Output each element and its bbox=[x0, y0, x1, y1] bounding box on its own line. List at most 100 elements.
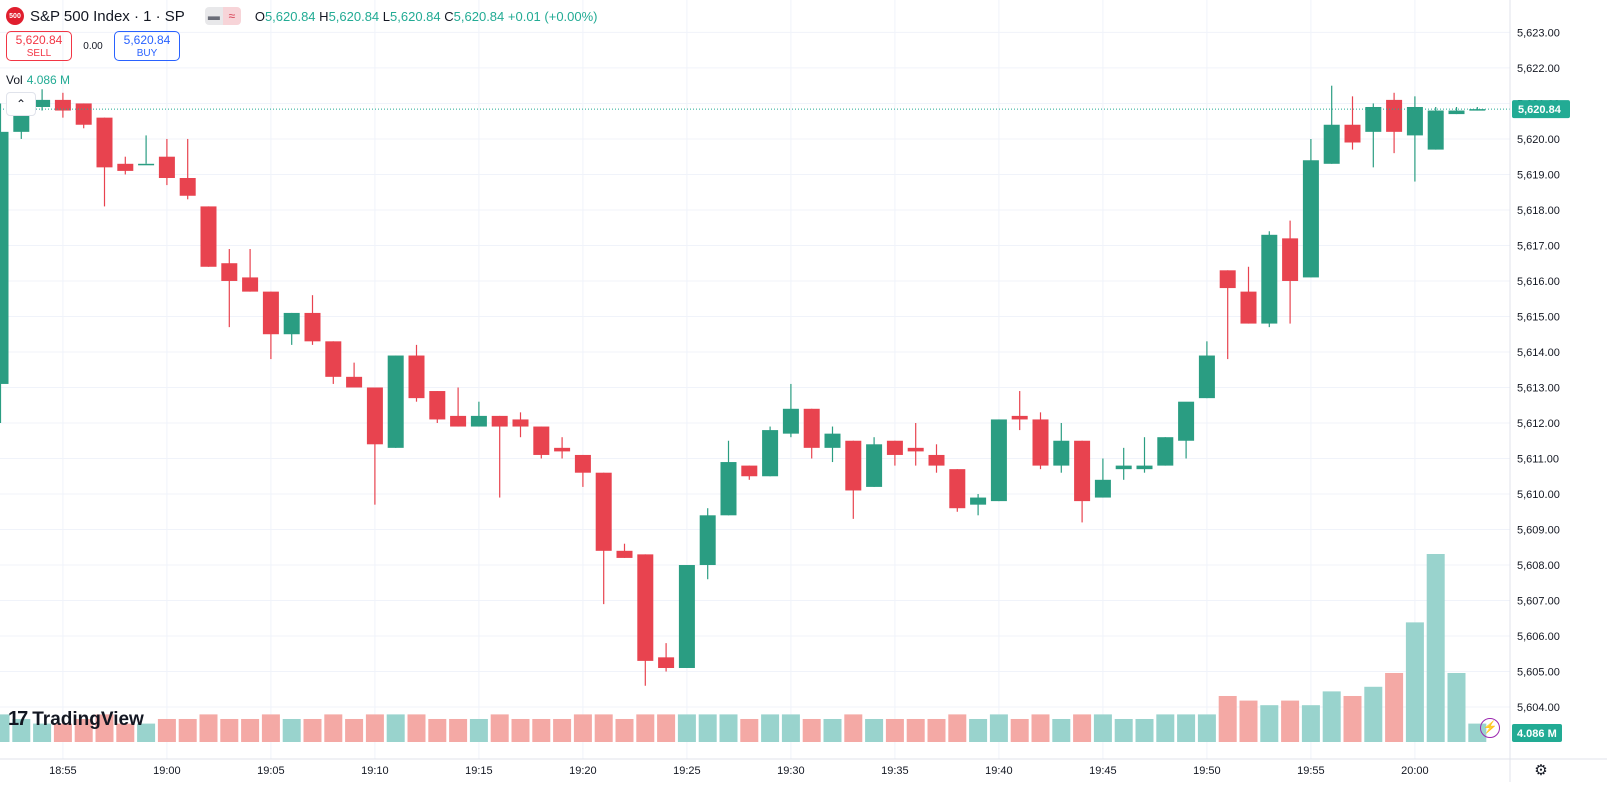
price-tick-label: 5,608.00 bbox=[1517, 560, 1560, 572]
volume-bar bbox=[345, 718, 364, 742]
volume-bar bbox=[1281, 700, 1300, 742]
candle-body bbox=[554, 447, 571, 452]
candle-body bbox=[1198, 355, 1215, 399]
volume-bar bbox=[1197, 714, 1216, 742]
open-value: 5,620.84 bbox=[264, 8, 316, 24]
volume-bar bbox=[1239, 700, 1258, 742]
candle-body bbox=[741, 465, 758, 477]
indicator-toggle[interactable]: ▬ ≈ bbox=[204, 7, 241, 25]
ohlc-values: O5,620.84 H5,620.84 L5,620.84 C5,620.84 … bbox=[254, 8, 598, 24]
candle-body bbox=[845, 440, 862, 491]
volume-legend[interactable]: Vol 4.086 M bbox=[6, 73, 70, 87]
volume-bar bbox=[33, 723, 52, 742]
volume-bar bbox=[1135, 718, 1154, 742]
candle-body bbox=[803, 408, 820, 448]
volume-bar bbox=[906, 718, 925, 742]
volume-bar bbox=[220, 718, 239, 742]
candle-body bbox=[1074, 440, 1091, 502]
price-tick-label: 5,604.00 bbox=[1517, 702, 1560, 714]
volume-bar bbox=[1343, 695, 1362, 742]
volume-bar bbox=[865, 718, 884, 742]
candle-body bbox=[117, 163, 134, 171]
candle-body bbox=[75, 103, 92, 125]
candle-body bbox=[1302, 160, 1319, 278]
price-tick-label: 5,615.00 bbox=[1517, 311, 1560, 323]
candle-body bbox=[304, 312, 321, 342]
volume-bar bbox=[657, 714, 676, 742]
candle-body bbox=[949, 469, 966, 509]
time-tick-label: 19:50 bbox=[1193, 765, 1221, 777]
volume-bar bbox=[12, 718, 31, 742]
time-tick-label: 19:10 bbox=[361, 765, 389, 777]
symbol-logo[interactable]: 500 bbox=[6, 7, 24, 25]
time-tick-label: 19:45 bbox=[1089, 765, 1117, 777]
approx-icon[interactable]: ≈ bbox=[222, 7, 241, 25]
candle-body bbox=[1219, 270, 1236, 289]
candle-body bbox=[0, 131, 9, 384]
price-tick-label: 5,618.00 bbox=[1517, 205, 1560, 217]
candle-body bbox=[658, 657, 675, 668]
candle-body bbox=[1157, 437, 1174, 466]
minus-icon[interactable]: ▬ bbox=[204, 7, 223, 25]
volume-bar bbox=[428, 718, 447, 742]
buy-button[interactable]: 5,620.84 BUY bbox=[114, 31, 180, 61]
candle-body bbox=[1053, 440, 1070, 466]
time-tick-label: 18:55 bbox=[49, 765, 77, 777]
candle-body bbox=[96, 117, 113, 168]
candle-body bbox=[886, 440, 903, 455]
symbol-title[interactable]: S&P 500 Index · 1 · SP bbox=[30, 7, 185, 25]
candle-body bbox=[1240, 291, 1257, 324]
candle-body bbox=[1427, 110, 1444, 150]
lightning-icon[interactable]: ⚡ bbox=[1480, 718, 1500, 738]
candle-body bbox=[470, 415, 487, 427]
collapse-legend-button[interactable]: ⌃ bbox=[6, 92, 36, 116]
volume-bar bbox=[74, 718, 93, 742]
volume-bar bbox=[1114, 718, 1133, 742]
price-tick-label: 5,611.00 bbox=[1517, 454, 1559, 466]
candle-body bbox=[699, 515, 716, 566]
price-tick-label: 5,606.00 bbox=[1517, 631, 1560, 643]
high-value: 5,620.84 bbox=[328, 8, 380, 24]
gear-icon[interactable]: ⚙ bbox=[1534, 762, 1548, 779]
candle-body bbox=[450, 415, 467, 427]
volume-bar bbox=[137, 723, 156, 742]
price-tick-label: 5,623.00 bbox=[1517, 27, 1560, 39]
volume-label: Vol bbox=[6, 73, 23, 87]
tradingview-logo[interactable]: 17 TradingView bbox=[8, 708, 144, 731]
volume-bar bbox=[407, 714, 426, 742]
time-tick-label: 19:00 bbox=[153, 765, 181, 777]
chart-legend-header: 500 S&P 500 Index · 1 · SP ▬ ≈ O5,620.84… bbox=[6, 7, 598, 25]
candle-body bbox=[262, 291, 279, 335]
volume-bar bbox=[282, 718, 301, 742]
volume-bar bbox=[53, 723, 72, 742]
volume-bar bbox=[885, 718, 904, 742]
volume-bar bbox=[636, 714, 655, 742]
price-tick-label: 5,617.00 bbox=[1517, 240, 1560, 252]
time-axis-bg bbox=[0, 759, 1607, 782]
candle-body bbox=[928, 454, 945, 466]
price-tick-label: 5,605.00 bbox=[1517, 667, 1560, 679]
price-tick-label: 5,607.00 bbox=[1517, 596, 1560, 608]
candle-body bbox=[158, 156, 175, 179]
time-tick-label: 19:15 bbox=[465, 765, 493, 777]
candle-body bbox=[54, 99, 71, 111]
volume-bar bbox=[157, 718, 176, 742]
candle-body bbox=[990, 419, 1007, 502]
candle-body bbox=[782, 408, 799, 434]
volume-bar bbox=[199, 714, 218, 742]
sell-button[interactable]: 5,620.84 SELL bbox=[6, 31, 72, 61]
candle-body bbox=[346, 376, 363, 388]
volume-bar bbox=[823, 718, 842, 742]
candle-body bbox=[1365, 106, 1382, 132]
low-value: 5,620.84 bbox=[390, 8, 441, 24]
candle-body bbox=[179, 178, 196, 196]
volume-bar bbox=[1301, 705, 1320, 742]
candle-body bbox=[533, 426, 550, 455]
candle-body bbox=[1448, 110, 1465, 115]
volume-bar bbox=[511, 718, 530, 742]
volume-bar bbox=[844, 714, 863, 742]
volume-bar bbox=[927, 718, 946, 742]
tradingview-name: TradingView bbox=[32, 708, 144, 730]
